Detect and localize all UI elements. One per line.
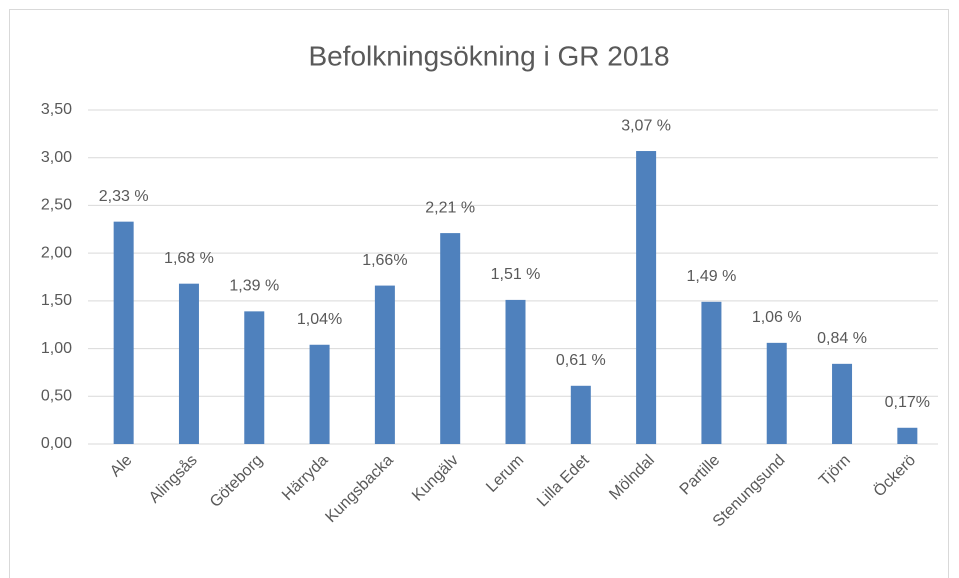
data-label: 2,33 % — [99, 188, 149, 205]
chart-border — [9, 9, 949, 578]
bar — [244, 311, 265, 444]
chart-title: Befolkningsökning i GR 2018 — [308, 40, 669, 71]
bar — [309, 344, 330, 444]
y-tick-label: 2,00 — [41, 244, 72, 261]
bar — [113, 221, 134, 444]
data-label: 1,04% — [297, 311, 342, 328]
bar — [636, 151, 657, 444]
y-tick-label: 0,50 — [41, 388, 72, 405]
bar — [374, 285, 395, 444]
bar — [178, 283, 199, 444]
data-label: 1,68 % — [164, 250, 214, 267]
data-label: 2,21 % — [425, 199, 475, 216]
y-tick-label: 3,50 — [41, 101, 72, 118]
data-label: 0,61 % — [556, 352, 606, 369]
y-tick-label: 3,00 — [41, 149, 72, 166]
y-tick-label: 2,50 — [41, 197, 72, 214]
data-label: 0,17% — [885, 394, 930, 411]
data-label: 1,51 % — [491, 266, 541, 283]
bar — [897, 427, 918, 444]
y-tick-label: 0,00 — [41, 435, 72, 452]
bar — [832, 363, 853, 444]
data-label: 1,49 % — [687, 268, 737, 285]
bar — [505, 299, 526, 444]
bar — [701, 301, 722, 444]
data-label: 1,66% — [362, 252, 407, 269]
bar — [440, 233, 461, 444]
data-label: 0,84 % — [817, 330, 867, 347]
bar — [570, 385, 591, 444]
y-tick-label: 1,00 — [41, 340, 72, 357]
y-tick-label: 1,50 — [41, 292, 72, 309]
bar — [766, 342, 787, 444]
data-label: 3,07 % — [621, 117, 671, 134]
data-label: 1,39 % — [229, 278, 279, 295]
data-label: 1,06 % — [752, 309, 802, 326]
